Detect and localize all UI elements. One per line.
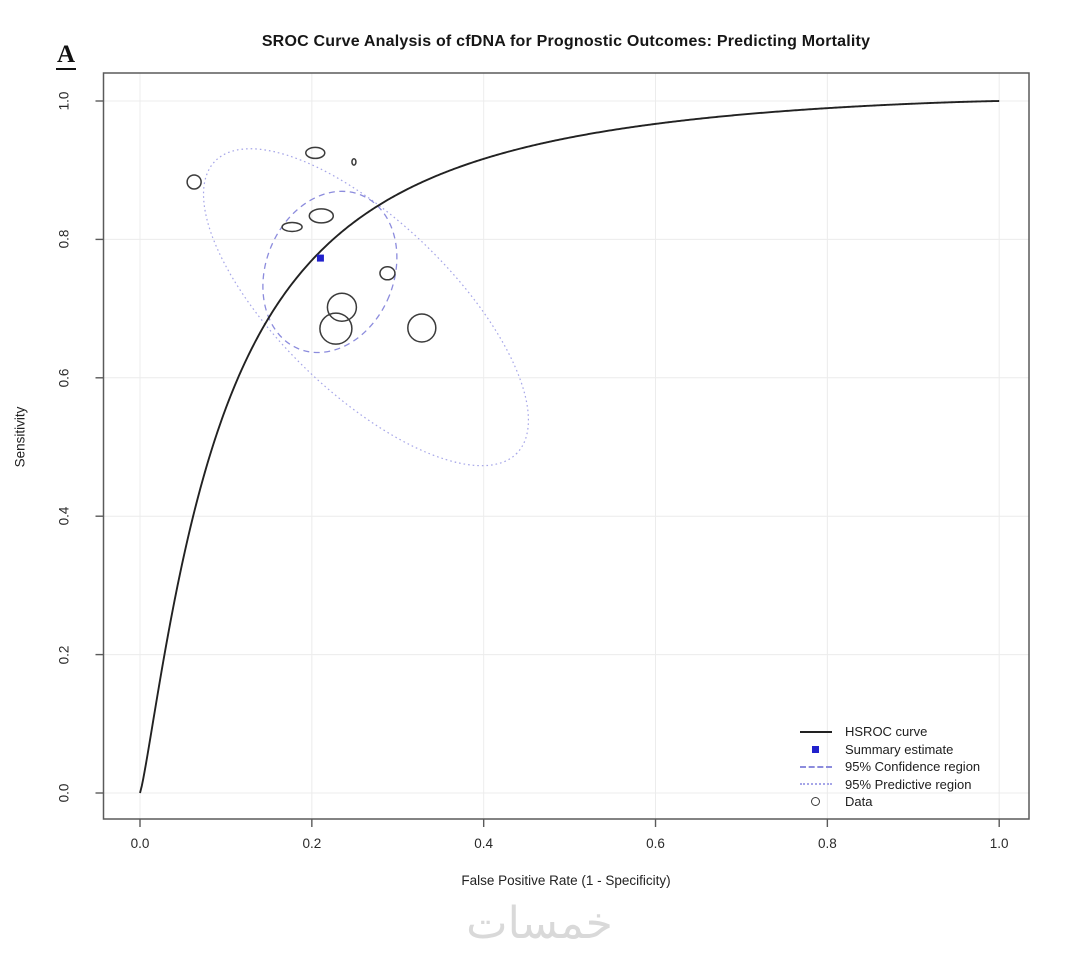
solid-line-icon <box>793 730 838 733</box>
filled-square-icon <box>793 745 838 753</box>
summary-estimate-marker <box>316 254 324 262</box>
summary-estimate-square <box>316 254 324 262</box>
study-point <box>186 174 202 190</box>
x-axis-label: False Positive Rate (1 - Specificity) <box>461 873 671 888</box>
legend-item-confidence-region: 95% Confidence region <box>793 758 980 776</box>
plot-box <box>102 72 1030 820</box>
legend-label: Summary estimate <box>845 741 954 757</box>
axis-box-and-ticks <box>95 72 1030 827</box>
confidence-region-ellipse <box>262 190 398 354</box>
x-tick-label: 0.4 <box>474 836 494 851</box>
legend-label: 95% Predictive region <box>845 776 972 792</box>
study-point <box>319 312 353 345</box>
study-point <box>281 221 303 233</box>
legend-item-hsroc-curve: HSROC curve <box>793 723 980 741</box>
gridlines <box>103 73 1029 819</box>
chart-title: SROC Curve Analysis of cfDNA for Prognos… <box>261 33 871 50</box>
x-tick-label: 1.0 <box>989 836 1009 851</box>
study-point <box>305 146 326 160</box>
predictive-region-ellipse <box>202 148 530 467</box>
legend-label: HSROC curve <box>845 724 928 740</box>
study-point <box>326 292 358 322</box>
study-data-points <box>186 146 437 345</box>
study-point <box>351 157 357 166</box>
study-point <box>407 313 437 343</box>
study-point <box>379 266 396 281</box>
legend: HSROC curve Summary estimate 95% Confide… <box>793 723 980 811</box>
x-tick-label: 0.0 <box>130 836 150 851</box>
panel-label-a: A <box>56 41 77 71</box>
hsroc-curve <box>139 100 1000 794</box>
watermark-text: خمسات <box>466 898 613 949</box>
legend-label: Data <box>845 794 873 810</box>
x-tick-label: 0.8 <box>817 836 837 851</box>
legend-item-predictive-region: 95% Predictive region <box>793 776 980 794</box>
open-circle-icon <box>793 797 838 807</box>
legend-label: 95% Confidence region <box>845 759 981 775</box>
dotted-line-icon <box>793 783 838 786</box>
legend-item-data: Data <box>793 793 980 811</box>
confidence-predictive-regions <box>202 148 530 467</box>
legend-item-summary-estimate: Summary estimate <box>793 741 980 759</box>
x-tick-label: 0.6 <box>646 836 665 851</box>
dashed-line-icon <box>793 765 838 768</box>
x-tick-label: 0.2 <box>302 836 322 851</box>
study-point <box>308 208 335 224</box>
hsroc-curve-path <box>139 100 1000 794</box>
